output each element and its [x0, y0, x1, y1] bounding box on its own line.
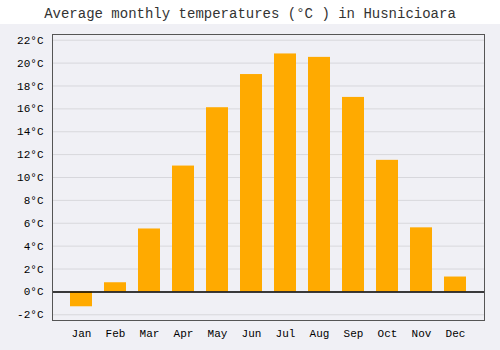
svg-text:18°C: 18°C — [17, 81, 44, 93]
svg-text:14°C: 14°C — [17, 126, 44, 138]
svg-text:Apr: Apr — [174, 328, 194, 340]
svg-text:0°C: 0°C — [24, 286, 44, 298]
svg-text:20°C: 20°C — [17, 58, 44, 70]
svg-text:Oct: Oct — [378, 328, 398, 340]
svg-text:Jun: Jun — [242, 328, 262, 340]
svg-text:Mar: Mar — [140, 328, 160, 340]
svg-text:May: May — [208, 328, 228, 340]
svg-text:Jul: Jul — [276, 328, 296, 340]
svg-text:2°C: 2°C — [24, 264, 44, 276]
svg-text:8°C: 8°C — [24, 195, 44, 207]
svg-text:22°C: 22°C — [17, 35, 44, 47]
svg-text:10°C: 10°C — [17, 172, 44, 184]
svg-text:16°C: 16°C — [17, 103, 44, 115]
svg-text:Jan: Jan — [72, 328, 92, 340]
svg-text:Dec: Dec — [446, 328, 466, 340]
svg-text:4°C: 4°C — [24, 241, 44, 253]
svg-text:-2°C: -2°C — [17, 309, 44, 321]
svg-text:Feb: Feb — [106, 328, 126, 340]
svg-text:Sep: Sep — [344, 328, 364, 340]
html-text:Average monthly temperatures (: Average monthly temperatures (°C ) in Hu… — [44, 6, 456, 22]
svg-text:Nov: Nov — [412, 328, 432, 340]
svg-text:Aug: Aug — [310, 328, 330, 340]
svg-text:6°C: 6°C — [24, 218, 44, 230]
svg-text:12°C: 12°C — [17, 149, 44, 161]
